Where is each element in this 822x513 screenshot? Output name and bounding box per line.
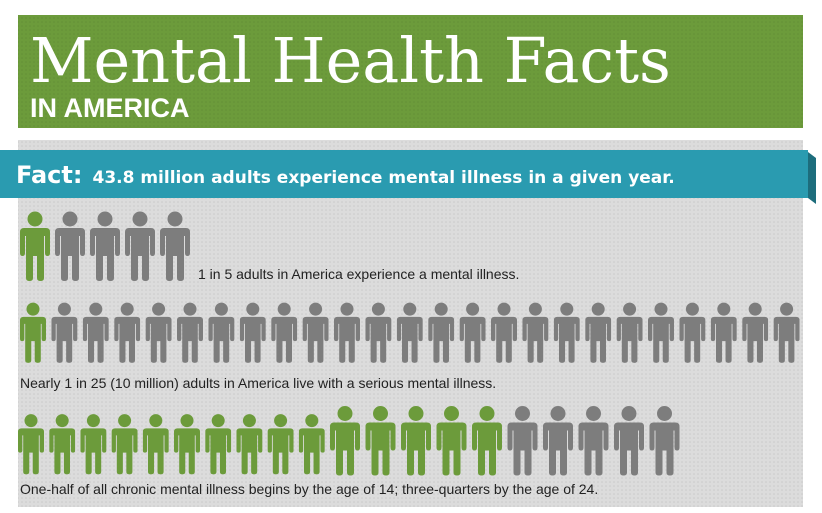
header-texture [18,15,803,128]
fact-row-text: One-half of all chronic mental illness b… [20,481,598,497]
fact-row-text: 1 in 5 adults in America experience a me… [198,266,519,282]
fact-banner [0,150,808,198]
subtitle: IN AMERICA [30,93,190,123]
banner-fold [808,152,816,204]
fact-label: Fact: [16,161,82,189]
fact-text: 43.8 million adults experience mental il… [92,168,674,188]
title: Mental Health Facts [30,24,671,97]
fact-row-text: Nearly 1 in 25 (10 million) adults in Am… [20,375,496,391]
fact: Fact: 43.8 million adults experience ment… [16,161,675,189]
